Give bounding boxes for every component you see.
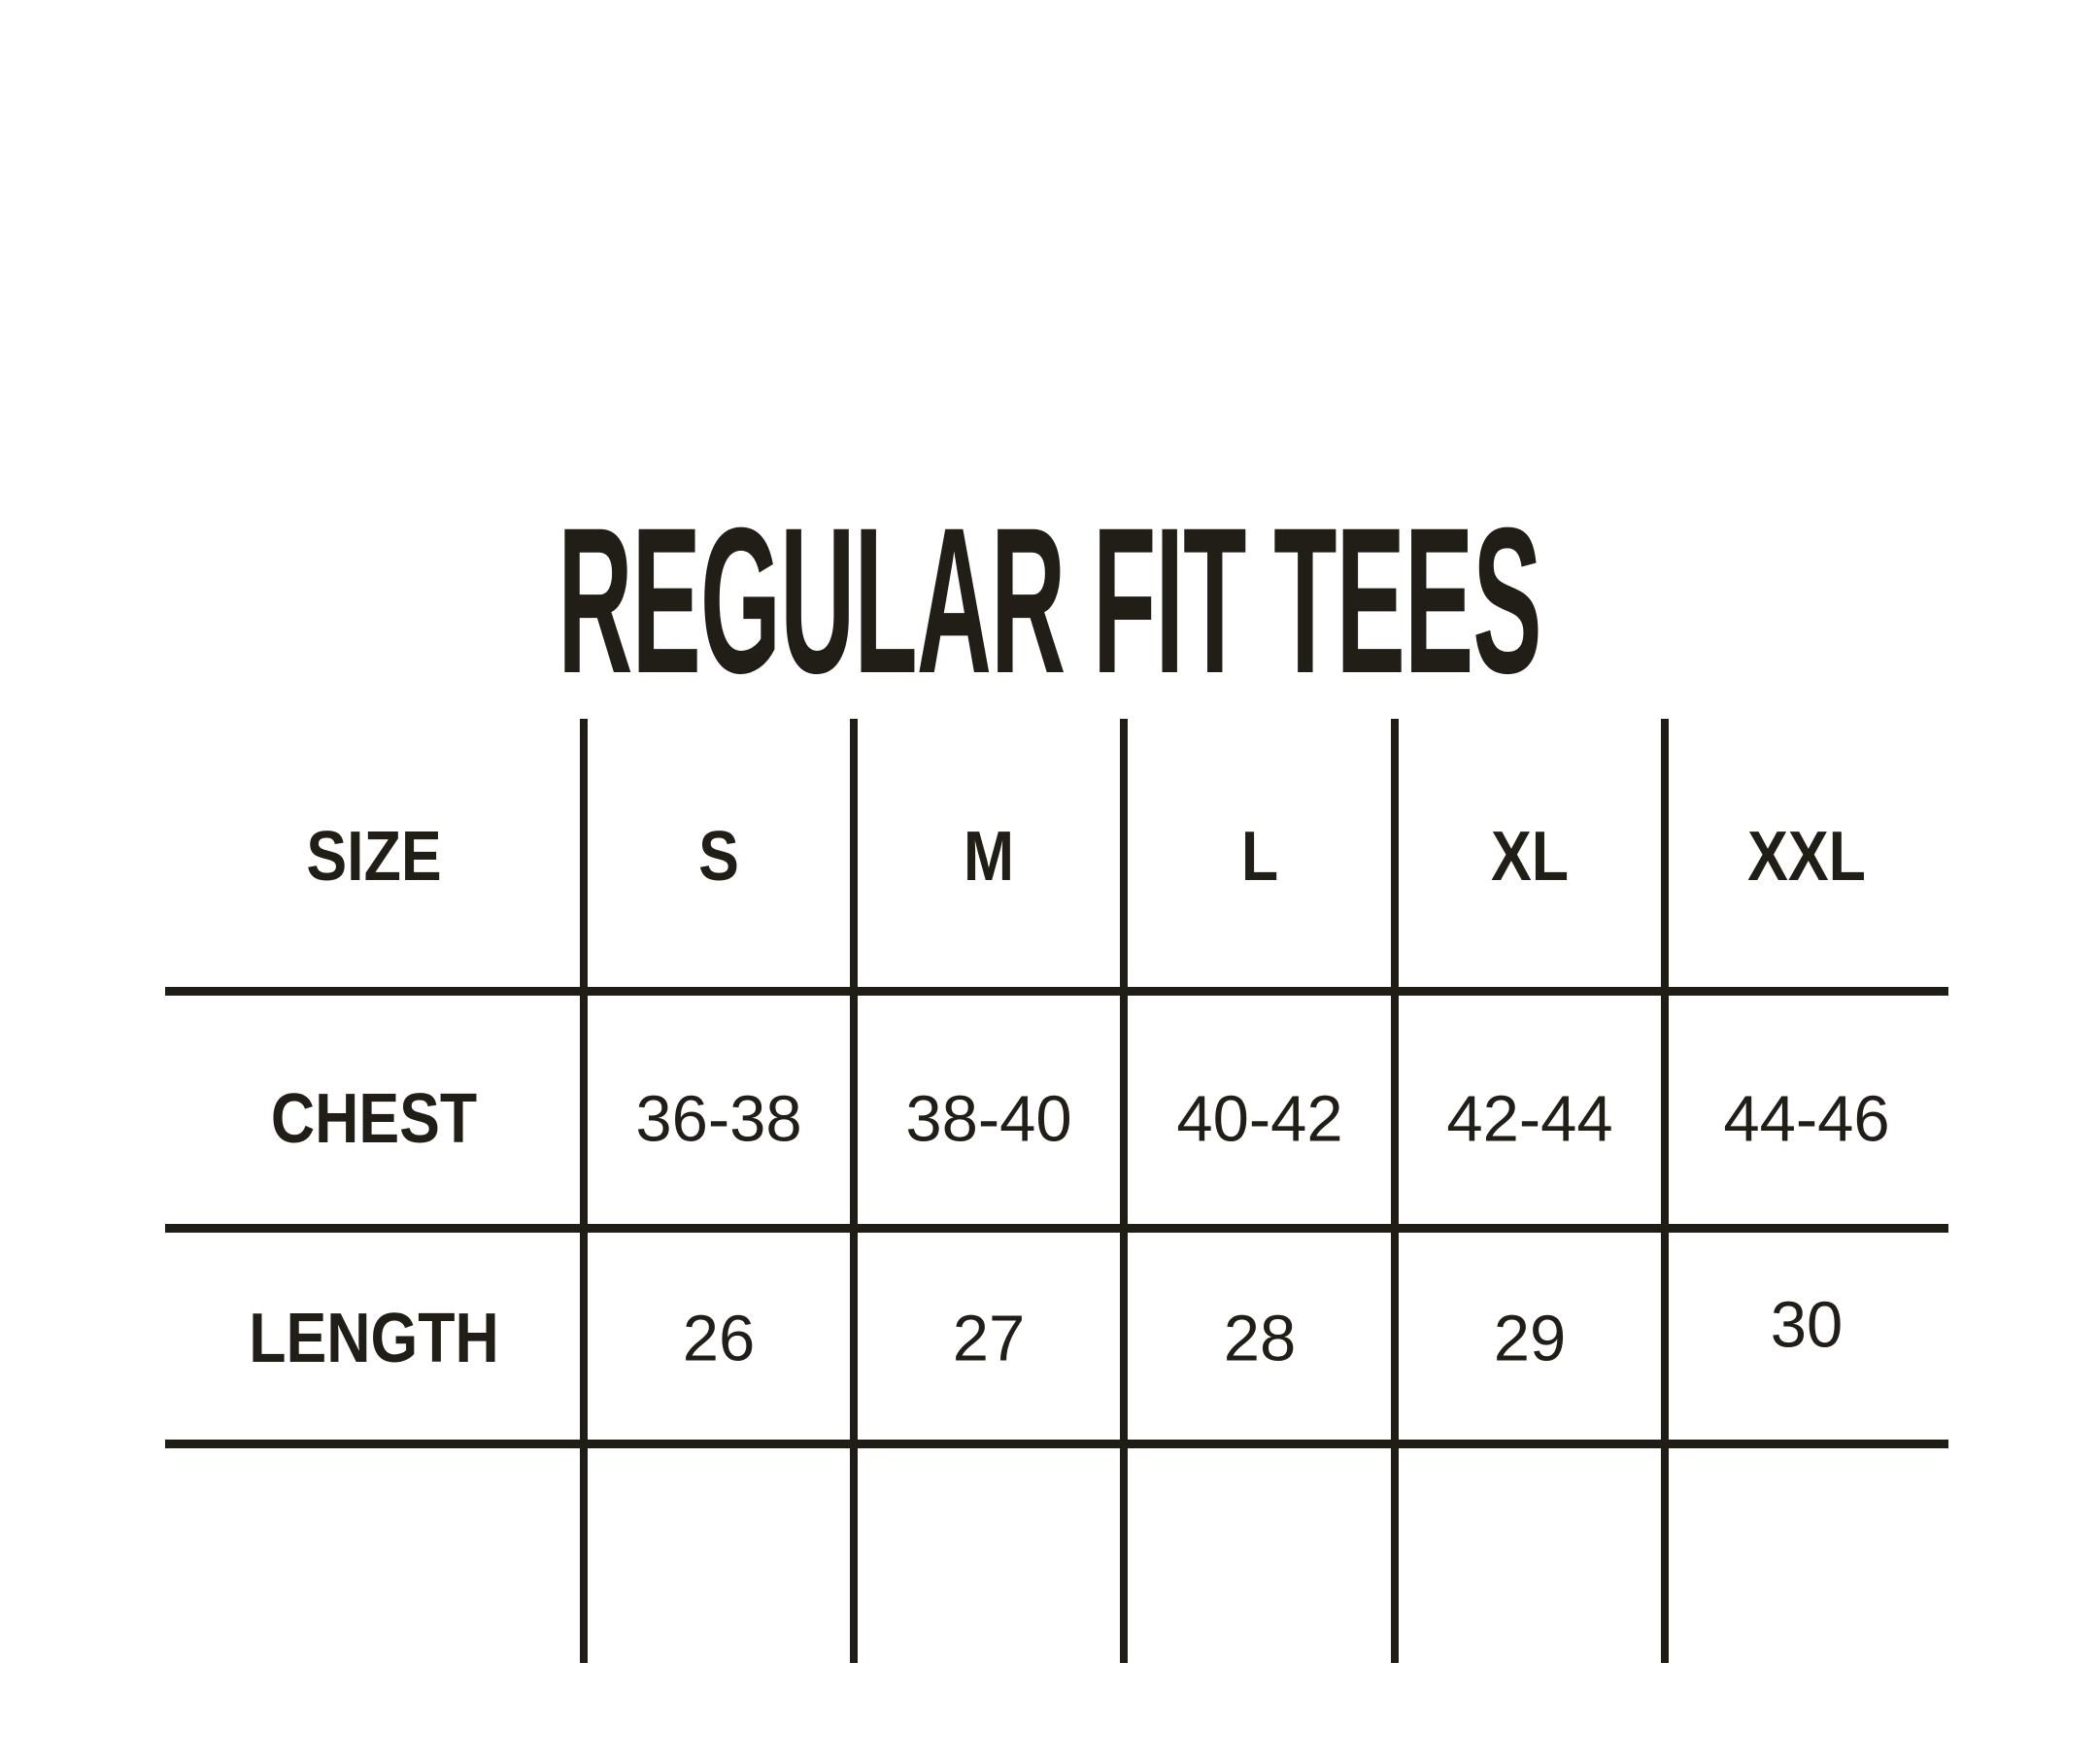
column-header-xl: XL xyxy=(1490,818,1570,896)
column-header-xxl: XXL xyxy=(1747,818,1866,896)
cell-length-xxl: 30 xyxy=(1770,1288,1844,1362)
page-title-text: REGULAR FIT TEES xyxy=(557,485,1541,717)
column-header-m: M xyxy=(963,818,1015,896)
cell-length-xl: 29 xyxy=(1493,1302,1567,1375)
cell-chest-xl: 42-44 xyxy=(1446,1082,1613,1156)
table-row-divider-1 xyxy=(165,987,1948,996)
table-vertical-divider-1 xyxy=(580,719,588,1663)
cell-chest-xxl: 44-46 xyxy=(1723,1082,1890,1156)
table-vertical-divider-2 xyxy=(850,719,858,1663)
table-row-divider-2 xyxy=(165,1224,1948,1233)
table-vertical-divider-4 xyxy=(1391,719,1399,1663)
column-header-l: L xyxy=(1240,818,1279,896)
table-vertical-divider-3 xyxy=(1120,719,1128,1663)
cell-length-l: 28 xyxy=(1223,1302,1297,1375)
row-label-chest: CHEST xyxy=(270,1080,478,1158)
cell-chest-m: 38-40 xyxy=(905,1082,1072,1156)
page-title: REGULAR FIT TEES xyxy=(0,497,2098,705)
table-row-divider-3 xyxy=(165,1440,1948,1448)
cell-chest-s: 36-38 xyxy=(635,1082,802,1156)
column-header-s: S xyxy=(698,818,739,896)
cell-length-s: 26 xyxy=(682,1302,756,1375)
cell-chest-l: 40-42 xyxy=(1176,1082,1343,1156)
row-label-length: LENGTH xyxy=(249,1300,499,1377)
table-vertical-divider-5 xyxy=(1661,719,1669,1663)
column-header-size: SIZE xyxy=(306,818,442,896)
cell-length-m: 27 xyxy=(952,1302,1026,1375)
